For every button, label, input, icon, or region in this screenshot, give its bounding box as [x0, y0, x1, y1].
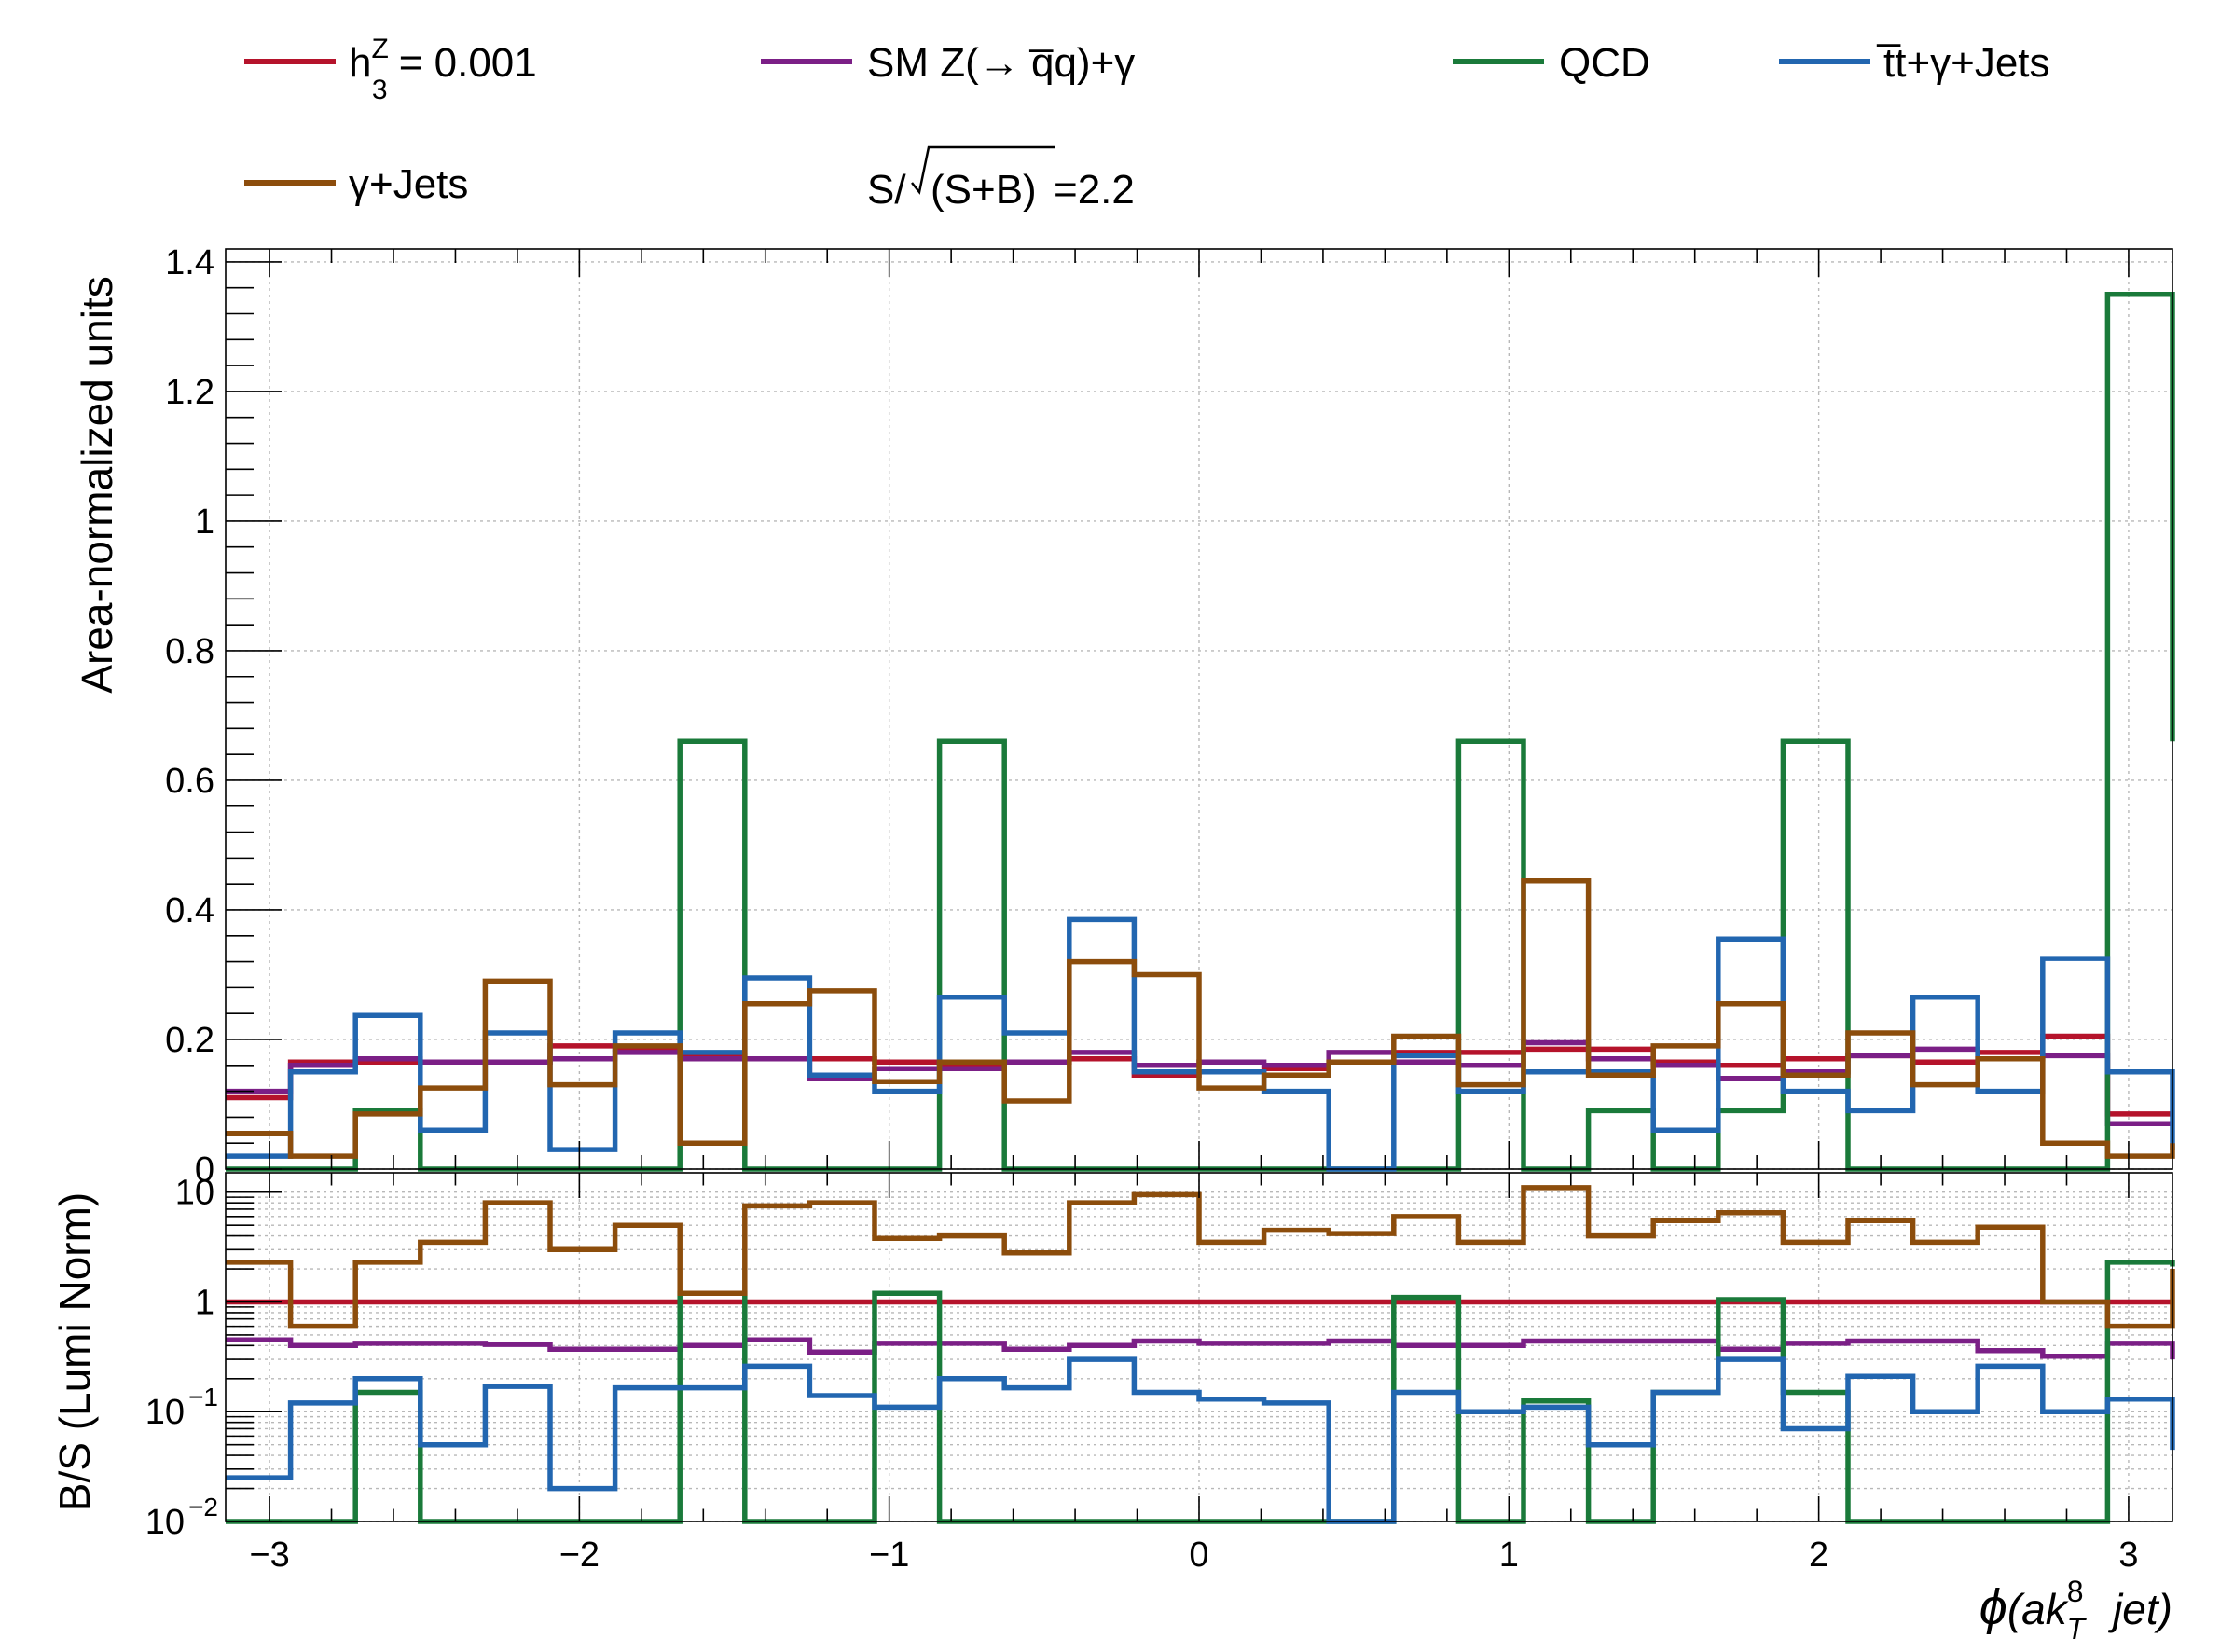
significance-prefix: S/	[867, 167, 906, 213]
top-panel: 0 0.2 0.4 0.6 0.8 1 1.2 1.4 Area-normalized uni…	[73, 243, 2175, 1190]
significance-radicand: (S+B)	[931, 167, 1037, 213]
legend-label-signal-main: h	[349, 40, 371, 86]
top-ytick-label: 0.2	[165, 1021, 214, 1060]
significance-annotation: S/ (S+B) =2.2	[867, 145, 1135, 213]
legend-label-smz: SM Z(→ q̅q)+γ	[867, 40, 1135, 86]
bottom-ytick-label: 10	[175, 1174, 214, 1213]
bottom-series-ttbar	[226, 1356, 2175, 1524]
x-tick-label: −1	[869, 1535, 909, 1575]
bottom-series-gjets	[226, 1185, 2175, 1329]
top-ytick-labels: 0 0.2 0.4 0.6 0.8 1 1.2 1.4	[165, 243, 214, 1190]
bottom-series-smz	[226, 1337, 2175, 1360]
legend-label-ttbar: t̅t+γ+Jets	[1877, 40, 2050, 86]
legend-entry-signal: hZ 3 = 0.001	[244, 34, 537, 105]
significance-value: =2.2	[1054, 167, 1135, 213]
x-label-sup: 8	[2067, 1575, 2084, 1608]
legend-entry-smz: SM Z(→ q̅q)+γ	[761, 40, 1135, 86]
bottom-ytick-label-exponent: −2	[188, 1493, 218, 1521]
legend-label-signal-tail: = 0.001	[388, 40, 537, 86]
top-ytick-label: 0.4	[165, 891, 214, 930]
x-label-ak: ak	[2021, 1585, 2069, 1633]
top-ytick-label: 0.6	[165, 762, 214, 801]
top-ytick-label: 1.2	[165, 373, 214, 412]
top-series-gjets	[226, 877, 2175, 1159]
legend-entry-ttbar: t̅t+γ+Jets	[1779, 40, 2050, 86]
x-tick-label: 2	[1809, 1535, 1828, 1575]
top-ytick-label: 1	[195, 502, 214, 542]
legend-label-qcd: QCD	[1559, 40, 1650, 86]
bottom-ytick-label-exponent: −1	[188, 1383, 218, 1411]
legend-entry-qcd: QCD	[1453, 40, 1650, 86]
bottom-ticks	[226, 1173, 2130, 1522]
x-label-jet: jet	[2107, 1585, 2160, 1633]
top-ytick-label: 0.8	[165, 632, 214, 671]
top-ylabel: Area-normalized units	[73, 276, 121, 693]
x-tick-label: −2	[559, 1535, 600, 1575]
x-label-phi: ϕ	[1979, 1579, 2007, 1635]
legend-label-signal: hZ 3 = 0.001	[349, 34, 537, 105]
x-label-close: )	[2154, 1585, 2172, 1633]
x-label-open: (	[2007, 1585, 2026, 1633]
legend: hZ 3 = 0.001 SM Z(→ q̅q)+γ QCD t̅t+γ+Jets…	[244, 34, 2050, 213]
legend-entry-gjets: γ+Jets	[244, 161, 468, 207]
bottom-ylabel: B/S (Lumi Norm)	[50, 1192, 99, 1511]
legend-label-signal-sup: Z	[371, 34, 388, 64]
bottom-ytick-label: 1	[195, 1283, 214, 1322]
top-ytick-label: 1.4	[165, 243, 214, 282]
top-ticks	[226, 249, 2130, 1170]
top-ytick-label: 0	[195, 1150, 214, 1190]
x-label-sub: T	[2067, 1612, 2088, 1645]
x-tick-label: −3	[249, 1535, 289, 1575]
x-tick-labels: −3 −2 −1 0 1 2 3	[249, 1535, 2138, 1575]
x-tick-label: 3	[2118, 1535, 2138, 1575]
legend-label-signal-sub: 3	[372, 75, 388, 105]
x-tick-label: 0	[1189, 1535, 1208, 1575]
sqrt-symbol	[911, 145, 1055, 195]
x-tick-label: 1	[1499, 1535, 1519, 1575]
bottom-ytick-label: 10	[145, 1393, 185, 1432]
legend-label-gjets: γ+Jets	[349, 161, 468, 207]
bottom-ytick-label: 10	[145, 1503, 185, 1542]
